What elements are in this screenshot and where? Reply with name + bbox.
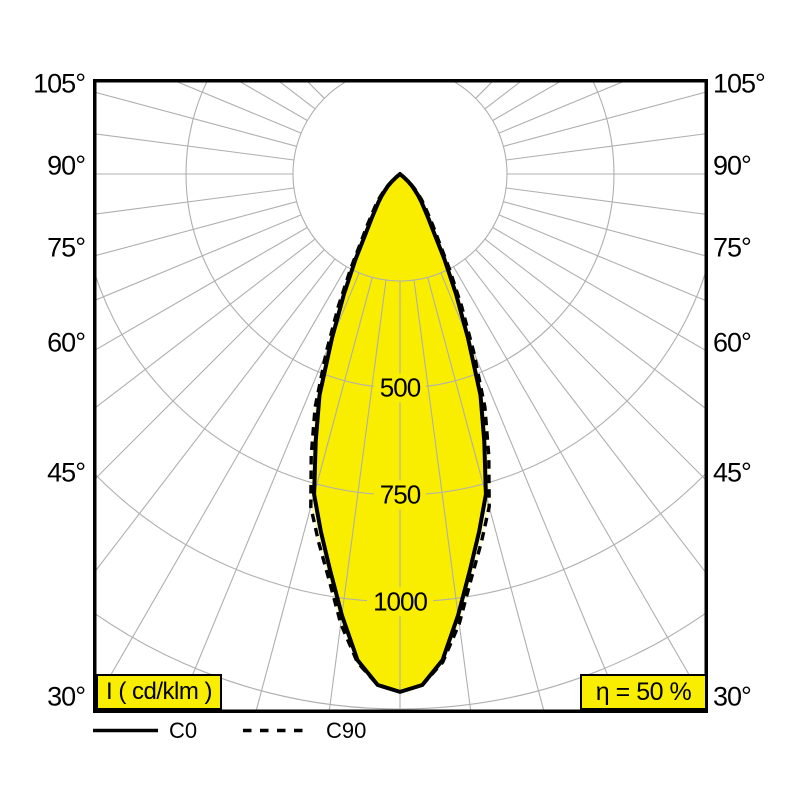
angle-label-left-30: 30° [47, 681, 86, 712]
units-badge: I ( cd/klm ) [96, 674, 222, 710]
radial-tick-500: 500 [373, 373, 427, 403]
angle-label-right-90: 90° [713, 150, 752, 181]
angle-label-right-45: 45° [713, 457, 752, 488]
efficiency-badge: η = 50 % [580, 674, 707, 710]
angle-label-left-75: 75° [47, 232, 86, 263]
legend-label-c90: C90 [326, 718, 367, 743]
radial-tick-750: 750 [373, 480, 427, 510]
angle-label-left-60: 60° [47, 327, 86, 358]
angle-label-right-60: 60° [713, 327, 752, 358]
plot-border [93, 79, 708, 713]
units-badge-label: I ( cd/klm ) [106, 678, 213, 705]
c0-curve [312, 172, 488, 694]
legend-label-c0: C0 [169, 718, 198, 743]
efficiency-badge-label: η = 50 % [595, 677, 692, 706]
radial-tick-1000: 1000 [367, 587, 433, 617]
angle-label-left-45: 45° [47, 457, 86, 488]
angle-label-left-90: 90° [47, 150, 86, 181]
angle-label-left-105: 105° [33, 68, 86, 99]
angle-label-right-105: 105° [713, 68, 766, 99]
angle-label-right-30: 30° [713, 681, 752, 712]
angle-label-right-75: 75° [713, 232, 752, 263]
